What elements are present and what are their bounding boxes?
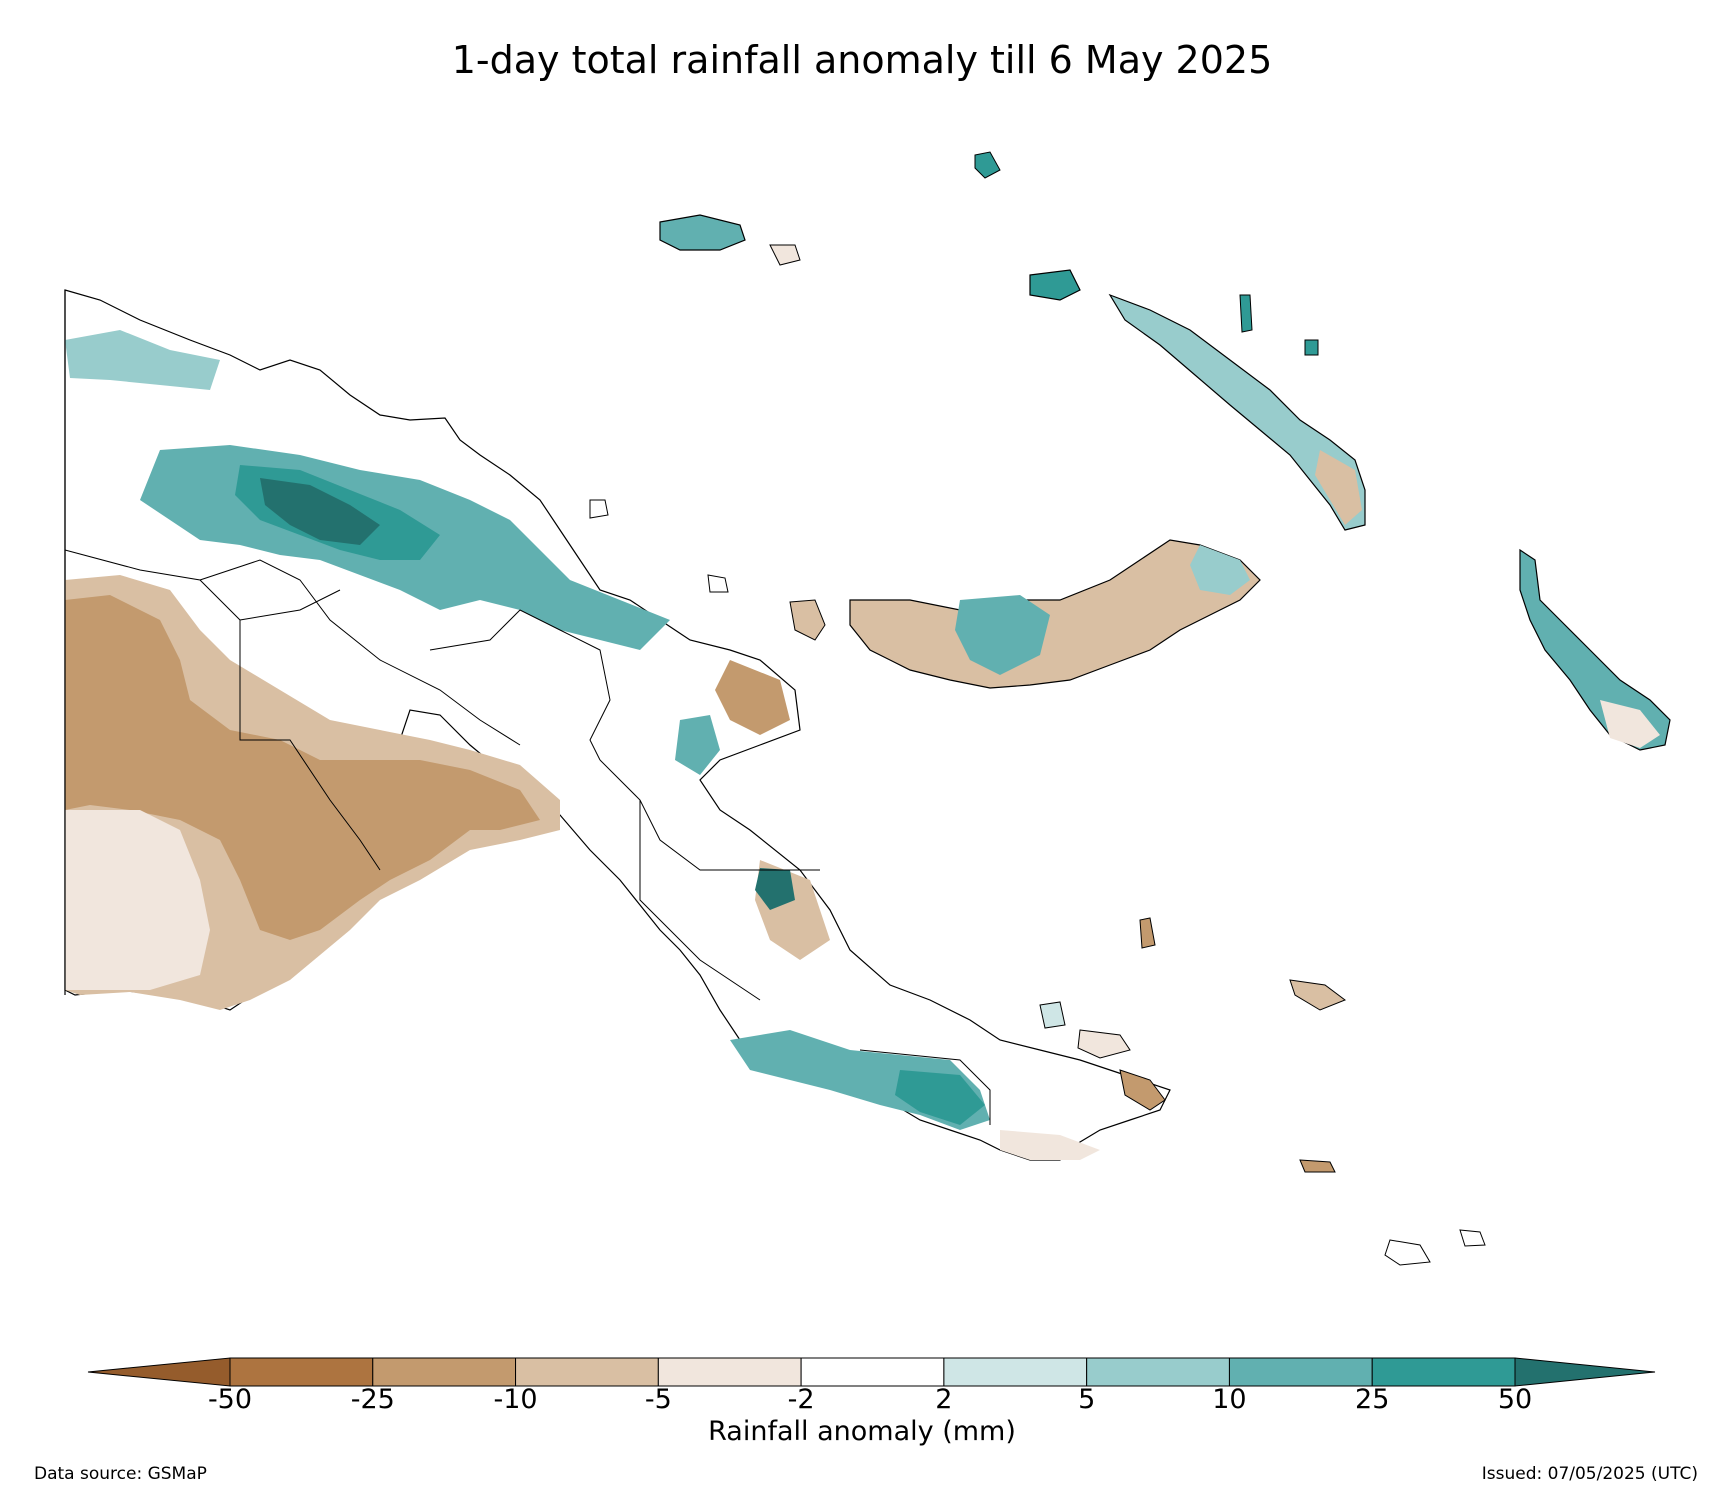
colorbar-tick-label: 5 (1078, 1384, 1096, 1415)
pale-wet-bougainville-south (1600, 700, 1660, 748)
colorbar-tick-label: -2 (787, 1384, 815, 1415)
wet-anomaly-extreme-cell-east (755, 868, 795, 910)
pale-dry-far-southwest (65, 810, 210, 990)
bougainville (1519, 548, 1671, 751)
bougainville-outline (1519, 548, 1671, 751)
colorbar-extend-high (1514, 1357, 1656, 1387)
milne-bay-islands (1039, 917, 1486, 1266)
new-britain (849, 539, 1261, 689)
new-britain-outline (849, 539, 1261, 689)
trobriand-island (1139, 917, 1156, 949)
colorbar-bin (372, 1357, 517, 1387)
fergusson-island (1077, 1029, 1131, 1059)
colorbar-tick-label: -25 (350, 1384, 395, 1415)
wet-anomaly-new-britain-east (1190, 545, 1250, 595)
colorbar-bin (800, 1357, 945, 1387)
manus-island (659, 214, 801, 266)
long-island (789, 599, 826, 641)
new-hanover-island (1029, 269, 1081, 301)
wet-anomaly-new-britain-west (955, 595, 1050, 675)
lihir-island (1239, 294, 1253, 333)
mainland-png (64, 289, 1171, 1161)
woodlark-island (1289, 979, 1347, 1011)
colorbar-bin (1228, 1357, 1373, 1387)
dry-anomaly-southwest-core (65, 595, 540, 940)
colorbar-extend-low (87, 1357, 231, 1387)
manus-outline (659, 214, 746, 251)
rossel-island (1384, 1239, 1431, 1266)
new-ireland-outline (1108, 293, 1366, 531)
mussau-island (974, 151, 1001, 179)
colorbar-bin (657, 1357, 802, 1387)
karkar-island (589, 499, 609, 519)
pale-dry-southeast-tip (1000, 1130, 1100, 1160)
colorbar-tick-label: 10 (1212, 1384, 1247, 1415)
colorbar-tick-label: -50 (207, 1384, 253, 1415)
dry-anomaly-manus-east (769, 244, 801, 266)
colorbar-tick-label: 2 (935, 1384, 953, 1415)
normanby-island (1119, 1069, 1166, 1111)
colorbar-bin (1086, 1357, 1230, 1387)
new-ireland (1029, 269, 1366, 531)
colorbar-bin (515, 1357, 659, 1387)
colorbar-tick-label: -10 (493, 1384, 538, 1415)
extreme-wet-anomaly-core (260, 478, 380, 545)
colorbar-bin (943, 1357, 1088, 1387)
dry-anomaly-new-ireland-south (1315, 450, 1362, 525)
colorbar (87, 1357, 1656, 1387)
misima-island (1299, 1159, 1336, 1173)
colorbar-tick-label: 25 (1355, 1384, 1390, 1415)
colorbar-tick-label: 50 (1497, 1384, 1533, 1415)
umboi-island (707, 574, 729, 593)
map-title: 1-day total rainfall anomaly till 6 May … (451, 38, 1273, 82)
colorbar-bin (1371, 1357, 1516, 1387)
wet-anomaly-southeast-core (895, 1070, 985, 1125)
colorbar-bin (229, 1357, 374, 1387)
colorbar-title: Rainfall anomaly (mm) (708, 1416, 1016, 1447)
data-source-note: Data source: GSMaP (34, 1464, 207, 1484)
issued-date-note: Issued: 07/05/2025 (UTC) (1481, 1464, 1698, 1484)
colorbar-tick-label: -5 (644, 1384, 672, 1415)
sudest-island (1459, 1229, 1486, 1247)
wet-anomaly-northwest (65, 330, 220, 390)
province-boundaries (64, 549, 991, 1125)
dry-anomaly-madang-coast (715, 660, 790, 735)
northern-islands (589, 151, 1319, 641)
goodenough-island (1039, 1001, 1066, 1029)
wet-anomaly-huon (675, 715, 720, 775)
tabar-island (1304, 339, 1319, 356)
